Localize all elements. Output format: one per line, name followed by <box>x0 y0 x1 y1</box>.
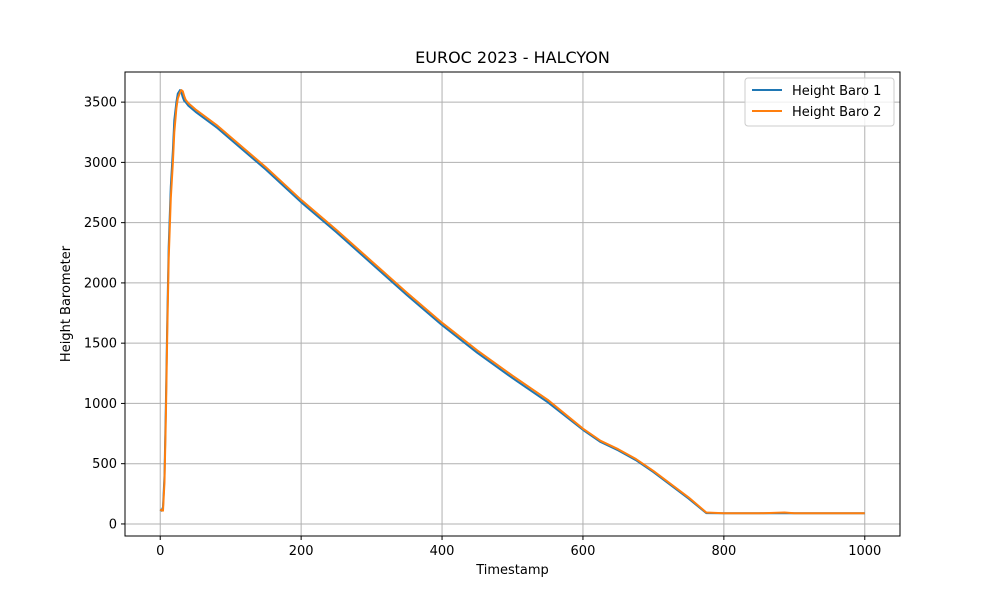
axis-ticks: 0 200 400 600 800 1000 0 500 1000 1500 2000 2500 300… <box>84 96 881 559</box>
series-line-height-baro-2 <box>159 89 865 515</box>
series-line-height-baro-1 <box>159 89 865 515</box>
y-tick-label: 2000 <box>84 276 117 291</box>
y-tick-label: 2500 <box>84 216 117 231</box>
y-axis-label: Height Barometer <box>59 245 74 362</box>
x-tick-label: 200 <box>289 544 314 559</box>
legend-label-height-baro-1: Height Baro 1 <box>792 84 881 99</box>
y-tick-label: 3000 <box>84 156 117 171</box>
y-tick-label: 1500 <box>84 337 117 352</box>
x-axis-label: Timestamp <box>475 563 549 578</box>
x-tick-label: 1000 <box>848 544 881 559</box>
x-tick-label: 0 <box>156 544 164 559</box>
x-tick-label: 600 <box>571 544 596 559</box>
y-tick-label: 1000 <box>84 397 117 412</box>
y-tick-label: 3500 <box>84 96 117 111</box>
y-tick-label: 0 <box>109 517 117 532</box>
legend: Height Baro 1 Height Baro 2 <box>744 77 895 127</box>
series-lines <box>159 89 865 515</box>
y-tick-label: 500 <box>92 457 117 472</box>
x-tick-label: 400 <box>430 544 455 559</box>
x-tick-label: 800 <box>711 544 736 559</box>
plot-area <box>124 71 901 537</box>
legend-box <box>744 77 895 127</box>
grid <box>125 72 900 536</box>
legend-label-height-baro-2: Height Baro 2 <box>792 105 881 120</box>
chart-title: EUROC 2023 - HALCYON <box>415 48 610 67</box>
